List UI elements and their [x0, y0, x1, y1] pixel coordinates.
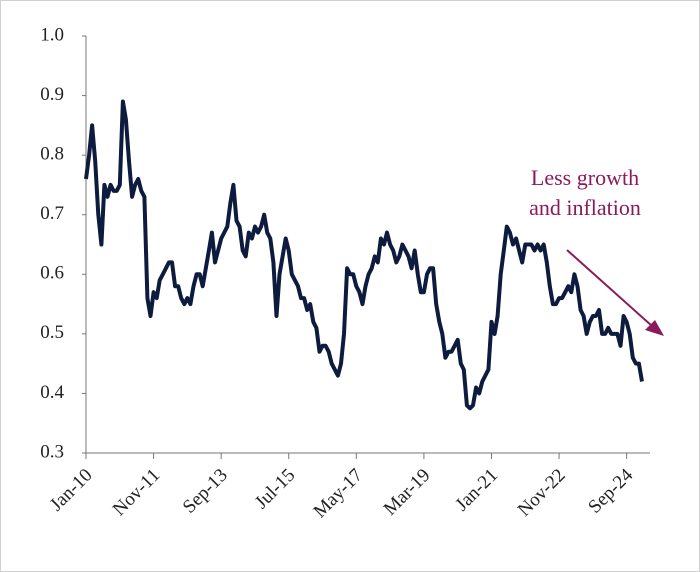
- annotation: and inflation: [529, 195, 641, 220]
- y-tick-label: 1.0: [40, 24, 64, 45]
- y-tick-label: 0.8: [40, 144, 64, 165]
- y-tick-label: 0.4: [40, 382, 64, 403]
- y-tick-label: 0.5: [40, 322, 64, 343]
- annotation-arrow: [566, 249, 653, 327]
- series-line: [84, 99, 644, 411]
- annotation: Less growth: [531, 165, 639, 190]
- y-tick-label: 0.6: [40, 263, 64, 284]
- y-tick-label: 0.3: [40, 441, 64, 462]
- annotation-arrowhead: [645, 320, 664, 336]
- y-tick-label: 0.7: [40, 203, 64, 224]
- y-tick-label: 0.9: [40, 84, 64, 105]
